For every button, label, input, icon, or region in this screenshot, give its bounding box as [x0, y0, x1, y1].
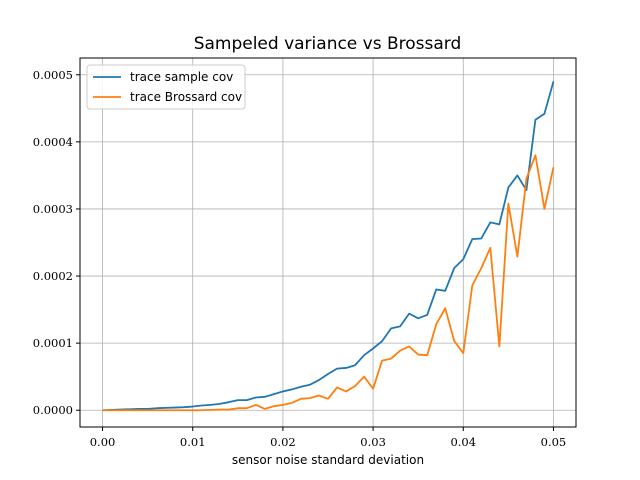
chart-title: Sampeled variance vs Brossard	[194, 34, 462, 54]
y-axis: 0.0000 0.0001 0.0002 0.0003 0.0004 0.0005	[33, 68, 80, 417]
legend-box	[86, 64, 246, 110]
x-axis-title: sensor noise standard deviation	[232, 453, 424, 467]
legend-label: trace sample cov	[130, 70, 233, 84]
y-tick-label: 0.0002	[33, 269, 73, 283]
plot-frame	[79, 57, 577, 428]
legend: trace sample cov trace Brossard cov	[86, 64, 246, 110]
x-tick-label: 0.04	[450, 435, 476, 449]
series-layer	[102, 81, 555, 412]
x-tick-label: 0.02	[270, 435, 296, 449]
x-tick-label: 0.05	[541, 435, 567, 449]
series-line-brossard-cov	[102, 154, 555, 412]
y-tick-label: 0.0003	[33, 202, 73, 216]
y-tick-label: 0.0005	[33, 68, 73, 82]
y-tick-label: 0.0004	[33, 135, 73, 149]
y-tick-label: 0.0001	[33, 336, 73, 350]
series-line-sample-cov	[102, 81, 555, 412]
x-tick-label: 0.01	[180, 435, 206, 449]
x-tick-label: 0.03	[360, 435, 386, 449]
x-axis: 0.00 0.01 0.02 0.03 0.04 0.05	[90, 427, 567, 449]
legend-label: trace Brossard cov	[130, 90, 242, 104]
grid-lines	[80, 58, 576, 427]
y-tick-label: 0.0000	[33, 403, 73, 417]
x-tick-label: 0.00	[90, 435, 116, 449]
